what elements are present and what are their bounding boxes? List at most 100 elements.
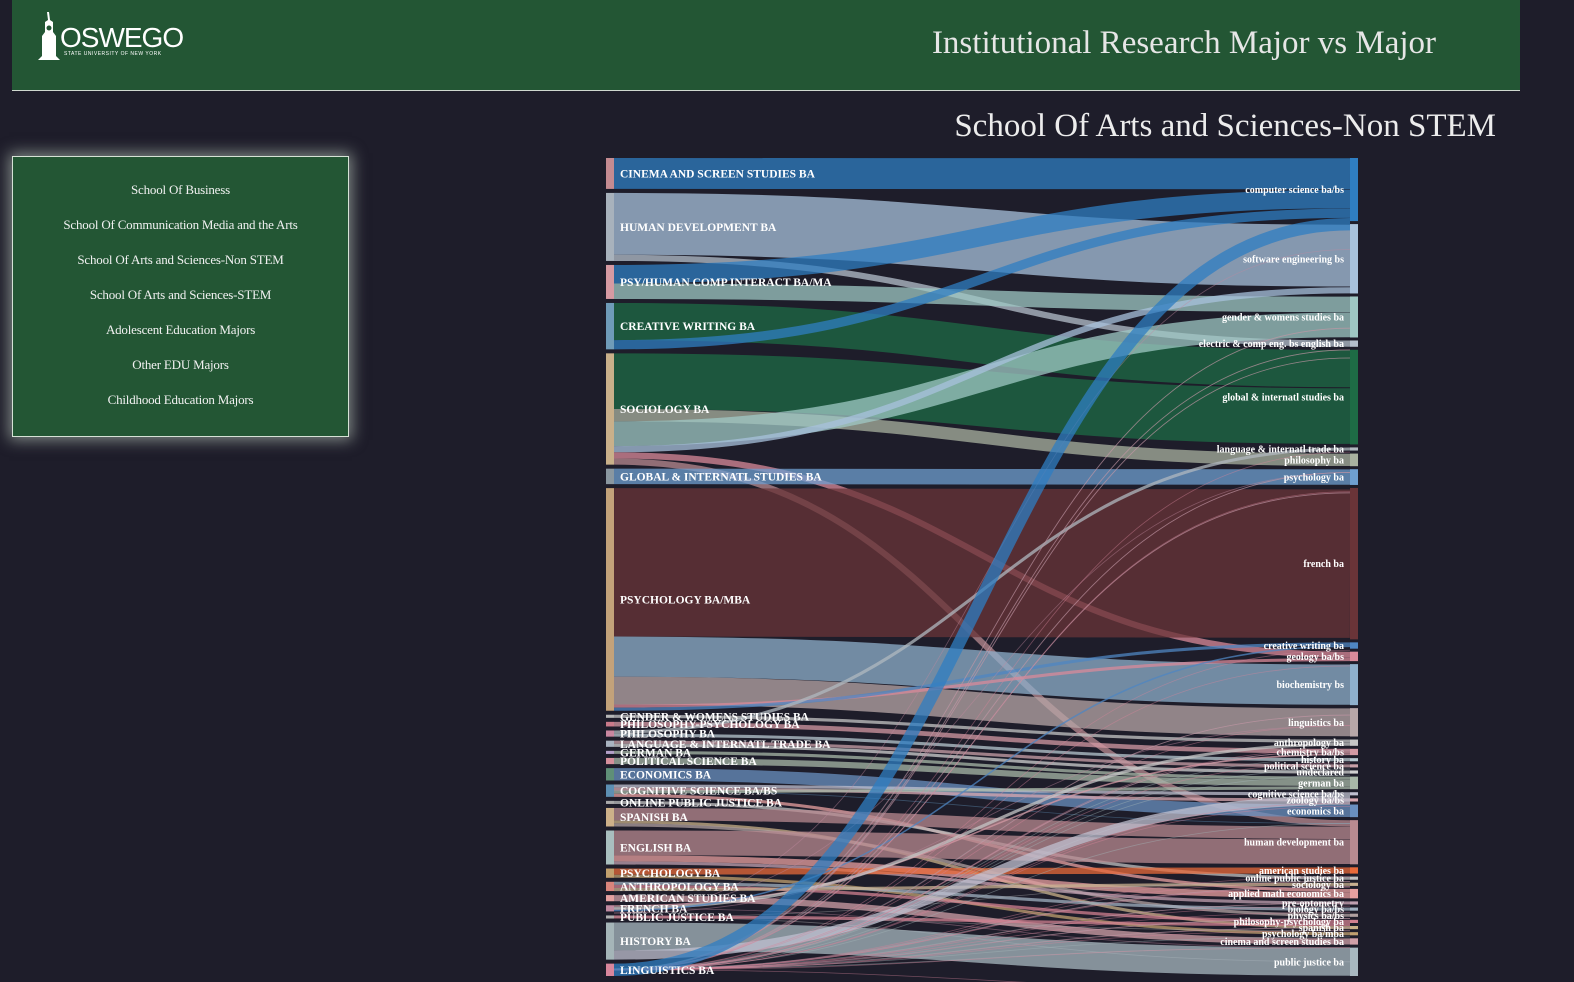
sankey-link[interactable] [613, 725, 1351, 971]
source-node[interactable] [606, 750, 614, 754]
sankey-link[interactable] [613, 830, 1351, 865]
sankey-link[interactable] [613, 714, 1351, 970]
sankey-link[interactable] [613, 876, 1351, 971]
target-node[interactable] [1350, 642, 1358, 649]
sankey-link[interactable] [613, 189, 1351, 284]
sankey-link[interactable] [613, 208, 1351, 350]
target-node[interactable] [1350, 651, 1358, 662]
target-node[interactable] [1350, 739, 1358, 746]
source-node[interactable] [606, 768, 614, 781]
source-node[interactable] [606, 895, 614, 902]
nav-item-communication-media-arts[interactable]: School Of Communication Media and the Ar… [63, 217, 298, 232]
target-node[interactable] [1350, 664, 1358, 706]
sankey-link[interactable] [613, 802, 1351, 971]
sankey-link[interactable] [613, 472, 1351, 970]
sankey-link[interactable] [613, 882, 1351, 892]
sankey-link[interactable] [613, 649, 1351, 971]
nav-item-childhood-education[interactable]: Childhood Education Majors [107, 392, 254, 407]
sankey-link[interactable] [613, 472, 1351, 911]
nav-item-school-of-business[interactable]: School Of Business [131, 182, 230, 197]
sankey-link[interactable] [613, 905, 1351, 971]
target-node[interactable] [1350, 913, 1358, 917]
sankey-link[interactable] [613, 922, 1351, 976]
sankey-link[interactable] [613, 491, 1351, 971]
target-node[interactable] [1350, 907, 1358, 911]
sankey-link[interactable] [613, 472, 1351, 971]
sankey-link[interactable] [613, 218, 1351, 977]
sankey-link[interactable] [613, 312, 1351, 447]
sankey-link[interactable] [613, 488, 1351, 638]
sankey-link[interactable] [613, 665, 1351, 971]
source-node[interactable] [606, 830, 614, 865]
sankey-link[interactable] [613, 927, 1351, 970]
source-node[interactable] [606, 868, 614, 878]
sankey-link[interactable] [613, 750, 1351, 970]
source-node[interactable] [606, 784, 614, 797]
sankey-link[interactable] [613, 249, 1351, 914]
sankey-link[interactable] [613, 795, 1351, 960]
target-node[interactable] [1350, 947, 1358, 976]
sankey-link[interactable] [613, 881, 1351, 911]
source-node[interactable] [606, 963, 614, 976]
source-node[interactable] [606, 881, 614, 892]
sankey-link[interactable] [613, 936, 1351, 970]
sankey-link[interactable] [613, 768, 1351, 970]
sankey-link[interactable] [613, 918, 1351, 971]
target-node[interactable] [1350, 901, 1358, 905]
target-node[interactable] [1350, 919, 1358, 923]
source-node[interactable] [606, 302, 614, 350]
target-node[interactable] [1350, 469, 1358, 485]
target-node[interactable] [1350, 876, 1358, 880]
target-node[interactable] [1350, 938, 1358, 945]
sankey-link[interactable] [613, 902, 1351, 970]
target-node[interactable] [1350, 453, 1358, 467]
sankey-link[interactable] [613, 283, 1351, 313]
sankey-link[interactable] [613, 915, 1351, 927]
sankey-link[interactable] [613, 930, 1351, 971]
target-node[interactable] [1350, 764, 1358, 768]
source-node[interactable] [606, 757, 614, 765]
target-node[interactable] [1350, 932, 1358, 936]
sankey-link[interactable] [613, 740, 1351, 768]
sankey-link[interactable] [613, 757, 1351, 786]
target-node[interactable] [1350, 224, 1358, 294]
target-node[interactable] [1350, 447, 1358, 451]
sankey-link[interactable] [613, 287, 1351, 453]
sankey-link[interactable] [613, 492, 1351, 971]
sankey-link[interactable] [613, 947, 1351, 971]
sankey-link[interactable] [613, 762, 1351, 971]
sankey-link[interactable] [613, 902, 1351, 971]
sankey-link[interactable] [613, 787, 1351, 802]
source-node[interactable] [606, 714, 614, 718]
nav-item-arts-sciences-stem[interactable]: School Of Arts and Sciences-STEM [89, 287, 272, 302]
sankey-link[interactable] [613, 642, 1351, 711]
nav-item-adolescent-education[interactable]: Adolescent Education Majors [105, 322, 256, 337]
sankey-link[interactable] [613, 885, 1351, 970]
target-node[interactable] [1350, 748, 1358, 756]
target-node[interactable] [1350, 296, 1358, 338]
sankey-link[interactable] [613, 733, 1351, 762]
sankey-link[interactable] [613, 714, 1351, 971]
source-node[interactable] [606, 905, 614, 912]
sankey-link[interactable] [613, 887, 1351, 971]
sankey-link[interactable] [613, 807, 1351, 839]
source-node[interactable] [606, 807, 614, 827]
sankey-link[interactable] [613, 969, 1350, 982]
sankey-link[interactable] [613, 880, 1351, 971]
source-node[interactable] [606, 353, 614, 465]
source-node[interactable] [606, 158, 614, 189]
sankey-link[interactable] [613, 357, 1351, 971]
sankey-link[interactable] [613, 725, 1351, 914]
sankey-link[interactable] [613, 911, 1351, 971]
target-node[interactable] [1350, 758, 1358, 762]
source-node[interactable] [606, 800, 614, 804]
sankey-link[interactable] [613, 757, 1351, 970]
target-node[interactable] [1350, 867, 1358, 874]
sankey-link[interactable] [613, 451, 1351, 971]
target-node[interactable] [1350, 349, 1358, 445]
sankey-link[interactable] [613, 753, 1351, 907]
sankey-link[interactable] [613, 492, 1351, 970]
nav-item-other-edu[interactable]: Other EDU Majors [132, 357, 229, 372]
sankey-link[interactable] [613, 750, 1351, 780]
